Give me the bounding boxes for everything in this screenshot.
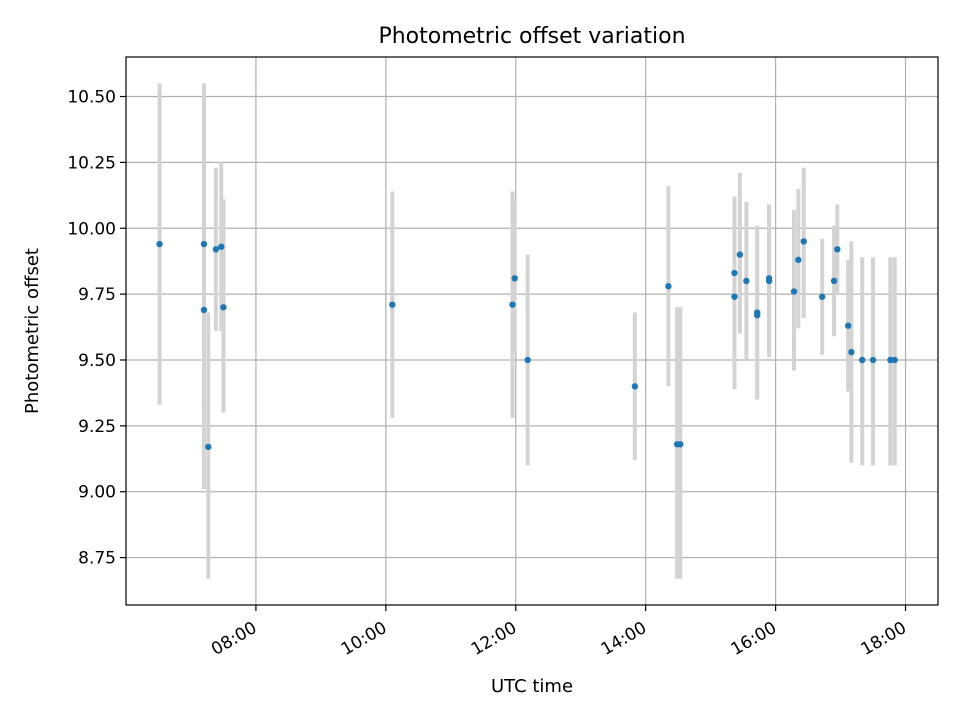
data-point <box>848 348 855 356</box>
data-point <box>743 277 750 285</box>
x-tick-label: 08:00 <box>208 618 260 660</box>
y-tick-label: 9.25 <box>78 417 116 437</box>
data-point <box>389 301 396 308</box>
x-axis-label: UTC time <box>491 676 573 697</box>
data-point <box>736 251 744 258</box>
x-tick-label: 10:00 <box>338 618 390 660</box>
grid-lines <box>126 57 938 605</box>
y-axis-label: Photometric offset <box>22 248 43 414</box>
y-tick-label: 9.50 <box>78 351 116 371</box>
data-point <box>765 275 773 282</box>
error-bars <box>157 83 897 579</box>
data-point <box>156 240 163 248</box>
x-axis-ticks: 08:00 10:00 12:00 14:00 16:00 18:00 <box>208 605 910 660</box>
data-point <box>869 356 877 364</box>
data-point <box>753 309 761 316</box>
data-point <box>212 246 220 253</box>
data-point <box>830 277 838 285</box>
data-point <box>509 301 516 308</box>
x-tick-label: 14:00 <box>598 618 650 660</box>
data-point <box>677 441 684 448</box>
y-tick-label: 10.50 <box>67 88 116 108</box>
data-point <box>834 246 841 253</box>
y-tick-label: 8.75 <box>78 549 116 569</box>
data-point <box>524 356 531 364</box>
data-point <box>731 293 738 300</box>
data-point <box>795 256 802 264</box>
data-point <box>218 243 225 250</box>
y-tick-label: 10.00 <box>67 219 116 239</box>
data-point <box>800 238 807 245</box>
data-point <box>631 383 639 390</box>
data-point <box>844 322 852 329</box>
data-point <box>665 283 672 290</box>
data-point <box>859 356 866 364</box>
y-tick-label: 9.75 <box>78 285 116 305</box>
data-point <box>731 269 738 277</box>
chart-title: Photometric offset variation <box>378 24 685 49</box>
x-tick-label: 16:00 <box>728 618 780 660</box>
data-points <box>156 238 898 451</box>
data-point <box>790 288 798 295</box>
data-point <box>511 275 518 282</box>
data-point <box>220 304 227 311</box>
data-point <box>200 240 208 248</box>
y-tick-label: 10.25 <box>67 153 116 173</box>
data-point <box>891 356 898 364</box>
data-point <box>200 306 208 314</box>
data-point <box>818 293 826 300</box>
x-tick-label: 18:00 <box>858 618 910 660</box>
y-tick-label: 9.00 <box>78 483 116 503</box>
plot-frame <box>125 56 939 606</box>
x-tick-label: 12:00 <box>468 618 520 660</box>
data-point <box>205 443 212 451</box>
y-axis-ticks: 8.75 9.00 9.25 9.50 9.75 10.00 10.25 10.50 <box>67 88 126 569</box>
